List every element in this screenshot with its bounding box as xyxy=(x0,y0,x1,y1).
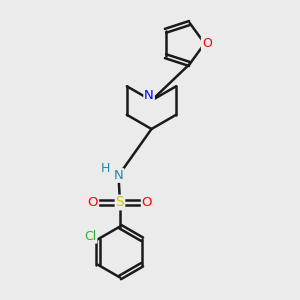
Text: O: O xyxy=(202,37,211,50)
Text: Cl: Cl xyxy=(84,230,97,243)
Text: H: H xyxy=(101,162,111,176)
Text: O: O xyxy=(142,196,152,209)
Text: N: N xyxy=(114,169,123,182)
Text: S: S xyxy=(116,196,124,209)
Text: O: O xyxy=(88,196,98,209)
Text: N: N xyxy=(144,89,154,103)
